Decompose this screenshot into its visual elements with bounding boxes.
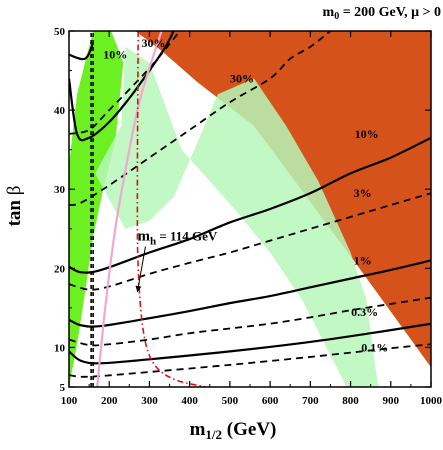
- higgs-mass-line: [136, 31, 206, 387]
- x-tick-label-200: 200: [101, 395, 118, 407]
- x-tick-label-700: 700: [302, 395, 319, 407]
- region-stau-lsp: [135, 31, 431, 368]
- x-tick-label-600: 600: [262, 395, 279, 407]
- contour-solid-4: [69, 322, 431, 365]
- mh-arrow: [136, 246, 146, 293]
- contour-label-2: 30%: [230, 71, 254, 85]
- x-tick-label-900: 900: [383, 395, 400, 407]
- contour-label-0: 10%: [103, 48, 127, 62]
- contour-dashed-9: [69, 343, 431, 378]
- y-axis-label: tan β: [4, 186, 25, 227]
- chart-title: m0 = 200 GeV, μ > 0: [323, 5, 441, 22]
- contour-dashed-7: [69, 192, 431, 291]
- contour-dashed-5: [69, 31, 181, 135]
- x-tick-label-800: 800: [342, 395, 359, 407]
- contour-label-5: 1%: [354, 253, 372, 267]
- x-tick-label-100: 100: [61, 395, 78, 407]
- contour-dashed-8: [69, 296, 431, 347]
- region-cosmology: [95, 46, 379, 387]
- contour-solid-1: [69, 42, 95, 61]
- mh-label: mh = 114 GeV: [137, 229, 217, 248]
- contour-label-6: 0.3%: [351, 305, 378, 319]
- contour-solid-0: [69, 31, 175, 142]
- y-tick-label-5: 5: [60, 382, 66, 394]
- x-tick-label-400: 400: [181, 395, 198, 407]
- chart-curves: [69, 31, 431, 387]
- contour-label-3: 10%: [355, 127, 379, 141]
- axis-ticks: 100 200 300 400 500 600 700 800 900 1000510203040…: [54, 26, 443, 407]
- mh-annotation: mh = 114 GeV: [135, 229, 218, 293]
- contour-label-7: 0.1%: [361, 340, 388, 354]
- contour-labels: 10% 30% 30% 10% 3% 1% 0.3% 0.1%: [103, 36, 388, 355]
- contour-label-4: 3%: [354, 186, 372, 200]
- y-tick-label-30: 30: [54, 184, 66, 196]
- y-tick-label-50: 50: [54, 26, 66, 38]
- x-axis-label: m1/2 (GeV): [190, 419, 277, 442]
- x-tick-label-1000: 1000: [420, 395, 443, 407]
- x-tick-label-500: 500: [222, 395, 239, 407]
- mh-arrow-head: [135, 285, 142, 293]
- gmu-line: [96, 31, 163, 387]
- y-tick-label-10: 10: [54, 342, 66, 354]
- contour-solid-3: [69, 259, 431, 328]
- y-tick-label-20: 20: [54, 263, 66, 275]
- y-tick-label-40: 40: [54, 105, 66, 117]
- contour-label-1: 30%: [141, 36, 165, 50]
- x-tick-label-300: 300: [141, 395, 158, 407]
